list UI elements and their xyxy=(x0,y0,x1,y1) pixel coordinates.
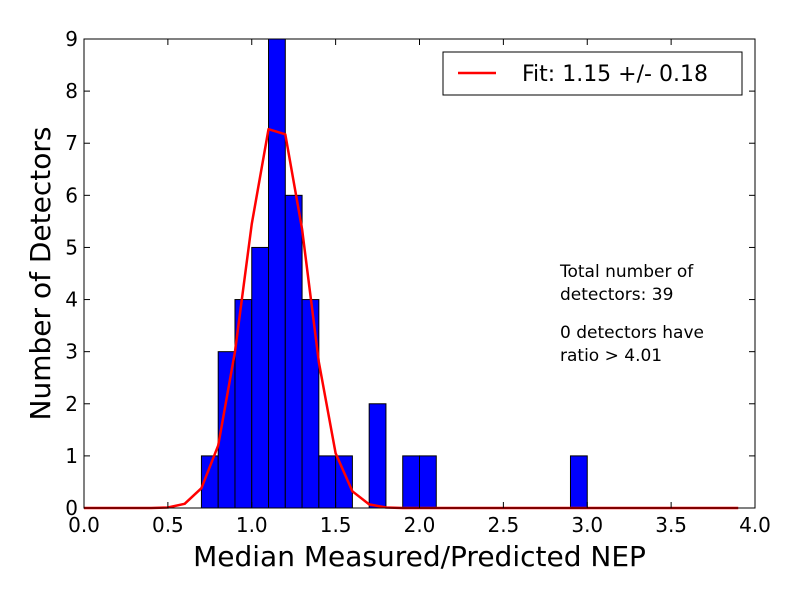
x-tick-label: 0.5 xyxy=(152,513,184,537)
x-tick-label: 0.0 xyxy=(68,513,100,537)
histogram-bar-3 xyxy=(251,246,270,509)
annotation-text: detectors: 39 xyxy=(560,285,673,305)
y-tick-label: 6 xyxy=(65,183,78,207)
fit-line xyxy=(84,127,739,510)
x-tick-label: 2.5 xyxy=(487,513,519,537)
y-tick-label: 1 xyxy=(65,444,78,468)
y-tick-label: 5 xyxy=(65,235,78,259)
annotation-text: 0 detectors have xyxy=(560,323,704,343)
y-tick-label: 8 xyxy=(65,79,78,103)
histogram-bar-10 xyxy=(402,455,421,509)
histogram-bar-11 xyxy=(419,455,437,509)
x-tick-label: 2.0 xyxy=(404,513,436,537)
histogram-bar-4 xyxy=(268,38,286,509)
annotation-text: ratio > 4.01 xyxy=(560,346,662,366)
y-tick-label: 7 xyxy=(65,131,78,155)
x-tick-label: 1.5 xyxy=(320,513,352,537)
histogram-bar-9 xyxy=(368,403,387,509)
annotation-text: Total number of xyxy=(559,262,694,282)
histogram-bar-7 xyxy=(318,455,337,509)
x-tick-label: 1.0 xyxy=(236,513,268,537)
legend-label: Fit: 1.15 +/- 0.18 xyxy=(522,62,708,87)
y-tick-label: 0 xyxy=(65,496,78,520)
histogram-bar-8 xyxy=(335,455,353,509)
y-tick-label: 3 xyxy=(65,340,78,364)
x-axis-title: Median Measured/Predicted NEP xyxy=(193,540,646,573)
x-tick-label: 3.0 xyxy=(571,513,603,537)
histogram-bar-5 xyxy=(284,194,303,509)
histogram-bar-12 xyxy=(569,455,588,509)
x-tick-label: 3.5 xyxy=(655,513,687,537)
y-tick-label: 4 xyxy=(65,288,78,312)
y-tick-label: 9 xyxy=(65,27,78,51)
histogram-bar-6 xyxy=(301,299,320,509)
y-tick-label: 2 xyxy=(65,392,78,416)
y-axis-title: Number of Detectors xyxy=(24,127,57,421)
x-tick-label: 4.0 xyxy=(739,513,771,537)
